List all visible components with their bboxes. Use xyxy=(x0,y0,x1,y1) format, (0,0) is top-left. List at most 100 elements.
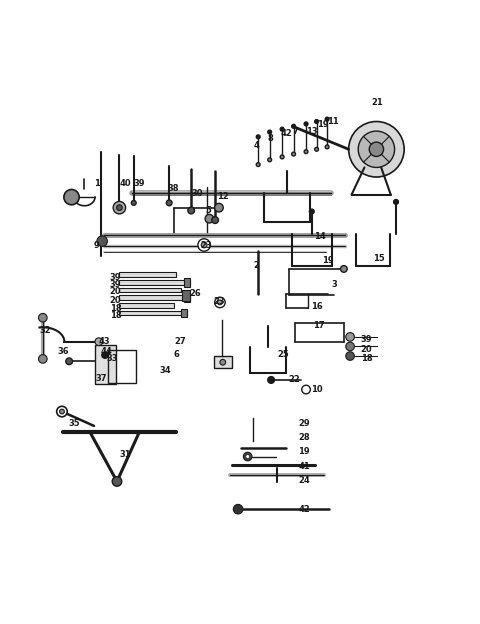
Text: 30: 30 xyxy=(191,189,203,198)
FancyBboxPatch shape xyxy=(120,311,187,315)
Circle shape xyxy=(132,200,136,205)
Circle shape xyxy=(325,117,329,121)
Circle shape xyxy=(325,145,329,149)
Text: 34: 34 xyxy=(159,366,171,375)
Text: 43: 43 xyxy=(99,337,110,346)
Text: 25: 25 xyxy=(277,349,289,359)
Circle shape xyxy=(102,352,108,358)
Text: 19: 19 xyxy=(299,447,310,456)
Circle shape xyxy=(346,352,354,360)
FancyBboxPatch shape xyxy=(95,344,116,384)
Circle shape xyxy=(280,155,284,159)
Text: 14: 14 xyxy=(314,232,326,241)
Text: 22: 22 xyxy=(289,376,300,384)
Circle shape xyxy=(117,205,122,210)
Text: 4: 4 xyxy=(253,141,259,150)
Text: 32: 32 xyxy=(40,326,51,334)
Circle shape xyxy=(166,200,172,206)
Circle shape xyxy=(304,122,308,126)
FancyBboxPatch shape xyxy=(120,303,174,308)
Circle shape xyxy=(256,163,260,167)
FancyBboxPatch shape xyxy=(183,278,190,286)
Text: 39: 39 xyxy=(360,335,372,344)
Circle shape xyxy=(302,385,311,394)
Text: 28: 28 xyxy=(299,433,310,442)
Text: 37: 37 xyxy=(96,374,107,383)
FancyBboxPatch shape xyxy=(214,356,232,369)
Circle shape xyxy=(57,406,67,417)
Text: 6: 6 xyxy=(174,349,180,359)
Circle shape xyxy=(315,120,319,124)
Circle shape xyxy=(60,409,64,414)
Text: 27: 27 xyxy=(174,337,186,346)
Text: 8: 8 xyxy=(268,134,274,144)
Circle shape xyxy=(95,338,103,346)
Text: 20: 20 xyxy=(110,288,121,296)
Text: 17: 17 xyxy=(313,321,324,330)
Text: 35: 35 xyxy=(69,419,80,427)
Circle shape xyxy=(268,130,272,134)
Text: 21: 21 xyxy=(372,98,384,107)
Circle shape xyxy=(346,342,354,351)
Circle shape xyxy=(38,354,47,363)
Text: 20: 20 xyxy=(110,296,121,305)
Text: 11: 11 xyxy=(327,117,339,126)
FancyBboxPatch shape xyxy=(180,309,187,317)
Text: 31: 31 xyxy=(120,450,131,459)
Circle shape xyxy=(217,300,222,305)
Circle shape xyxy=(64,190,79,205)
FancyBboxPatch shape xyxy=(120,288,180,293)
Text: 3: 3 xyxy=(332,280,337,289)
Circle shape xyxy=(268,158,272,162)
Text: 42: 42 xyxy=(281,129,292,139)
Text: 23: 23 xyxy=(201,241,212,250)
Text: 29: 29 xyxy=(299,419,310,427)
Text: 20: 20 xyxy=(360,345,372,354)
Text: 39: 39 xyxy=(110,280,121,289)
Circle shape xyxy=(348,122,404,177)
Text: 44: 44 xyxy=(100,347,112,356)
Text: 18: 18 xyxy=(110,311,121,320)
Text: 15: 15 xyxy=(373,254,385,263)
Circle shape xyxy=(256,135,260,139)
Circle shape xyxy=(215,297,225,308)
FancyBboxPatch shape xyxy=(181,290,190,301)
Circle shape xyxy=(292,152,296,156)
FancyBboxPatch shape xyxy=(120,295,190,300)
Text: 33: 33 xyxy=(107,354,119,363)
Text: 26: 26 xyxy=(190,290,202,298)
Text: 7: 7 xyxy=(293,127,299,135)
Circle shape xyxy=(188,207,194,214)
Circle shape xyxy=(215,203,223,212)
Text: 18: 18 xyxy=(110,304,121,313)
Text: 12: 12 xyxy=(217,192,229,201)
Circle shape xyxy=(201,242,207,248)
Text: 39: 39 xyxy=(134,179,145,188)
Text: 39: 39 xyxy=(110,273,121,282)
Circle shape xyxy=(113,202,126,214)
Text: 2: 2 xyxy=(253,261,259,270)
Text: 13: 13 xyxy=(306,127,318,135)
Circle shape xyxy=(346,333,354,341)
FancyBboxPatch shape xyxy=(183,293,190,302)
Circle shape xyxy=(220,359,226,365)
Circle shape xyxy=(310,209,314,214)
FancyBboxPatch shape xyxy=(120,280,190,285)
Circle shape xyxy=(292,124,296,128)
Text: 38: 38 xyxy=(167,184,179,193)
Text: 42: 42 xyxy=(299,505,310,514)
Circle shape xyxy=(198,239,210,251)
Circle shape xyxy=(280,127,284,131)
Circle shape xyxy=(304,150,308,154)
Text: 1: 1 xyxy=(94,179,100,188)
Text: 18: 18 xyxy=(360,354,372,363)
Text: 40: 40 xyxy=(120,179,131,188)
Text: 36: 36 xyxy=(57,347,69,356)
Text: 23: 23 xyxy=(214,297,225,306)
Text: 19: 19 xyxy=(317,120,328,129)
Circle shape xyxy=(38,313,47,322)
Text: 9: 9 xyxy=(94,241,100,250)
Circle shape xyxy=(358,131,395,167)
Circle shape xyxy=(97,236,108,246)
Text: 16: 16 xyxy=(311,302,323,311)
